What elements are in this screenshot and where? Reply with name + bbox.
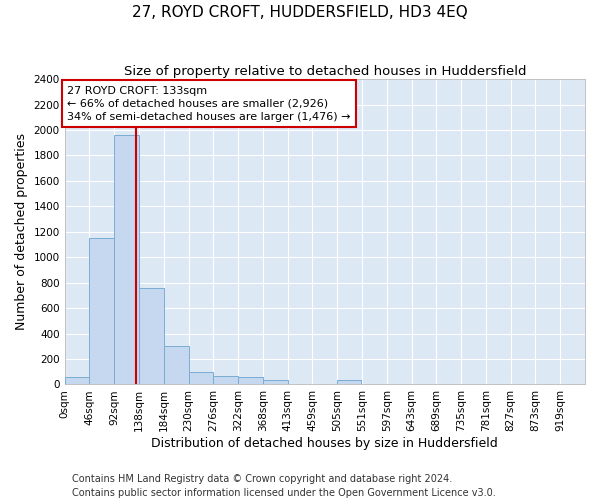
Text: 27, ROYD CROFT, HUDDERSFIELD, HD3 4EQ: 27, ROYD CROFT, HUDDERSFIELD, HD3 4EQ <box>132 5 468 20</box>
Bar <box>139 288 164 384</box>
Bar <box>114 135 139 384</box>
Bar <box>263 380 287 384</box>
Y-axis label: Number of detached properties: Number of detached properties <box>15 134 28 330</box>
Text: Contains HM Land Registry data © Crown copyright and database right 2024.
Contai: Contains HM Land Registry data © Crown c… <box>72 474 496 498</box>
Bar <box>188 372 214 384</box>
X-axis label: Distribution of detached houses by size in Huddersfield: Distribution of detached houses by size … <box>151 437 498 450</box>
Bar <box>214 376 238 384</box>
Bar <box>89 238 114 384</box>
Text: 27 ROYD CROFT: 133sqm
← 66% of detached houses are smaller (2,926)
34% of semi-d: 27 ROYD CROFT: 133sqm ← 66% of detached … <box>67 86 351 122</box>
Title: Size of property relative to detached houses in Huddersfield: Size of property relative to detached ho… <box>124 65 526 78</box>
Bar <box>164 346 188 385</box>
Bar <box>337 380 361 384</box>
Bar <box>238 378 263 384</box>
Bar <box>65 378 89 384</box>
